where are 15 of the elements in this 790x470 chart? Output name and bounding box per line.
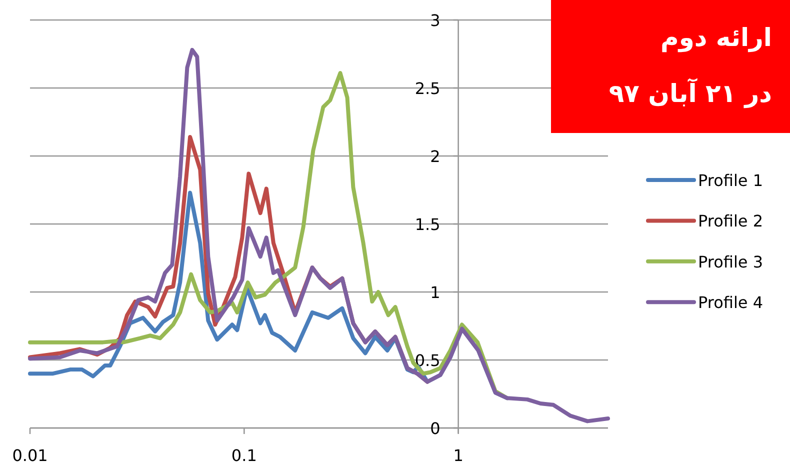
y-tick-label: 0 [430,419,440,438]
y-tick-label: 2.5 [414,79,440,98]
legend-label: Profile 1 [698,171,764,190]
x-tick-label: 1 [453,446,464,465]
note: ارائه دوم در ۲۱ آبان ۹۷ [551,0,790,133]
x-tick-label: 0.01 [12,446,48,465]
y-tick-label: 2 [430,147,440,166]
y-tick-label: 1 [430,283,440,302]
legend-label: Profile 4 [698,293,764,312]
y-tick-label: 0.5 [414,351,440,370]
y-tick-label: 3 [430,11,440,30]
y-tick-label: 1.5 [414,215,440,234]
legend-label: Profile 2 [698,212,764,231]
x-tick-label: 0.1 [231,446,257,465]
legend-label: Profile 3 [698,252,764,272]
